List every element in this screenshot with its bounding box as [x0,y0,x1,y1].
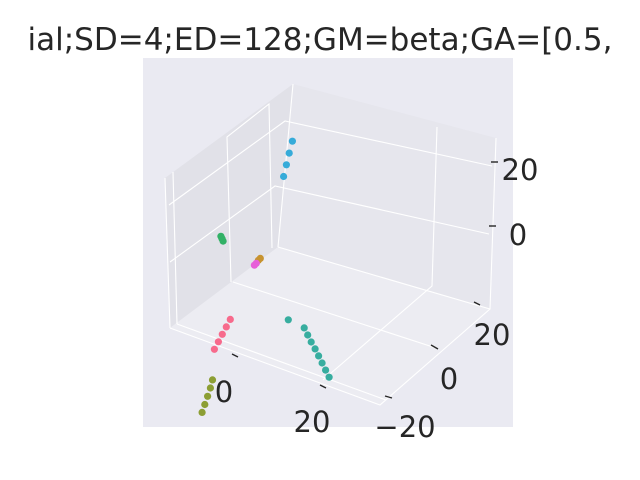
y-tick-mark [430,344,439,350]
grid-line [164,177,171,329]
scatter-point [284,316,292,324]
y-tick-label: −20 [374,410,435,444]
scatter-point [218,330,226,338]
grid-line [226,102,273,283]
grid-line [169,137,497,406]
x-tick-mark [319,384,327,389]
scatter-point [307,338,315,346]
grid-line [168,120,493,206]
scatter-point [206,384,214,392]
grid-line [176,323,387,401]
scatter-point [250,261,258,269]
z-tick-label: 0 [509,218,527,252]
scatter-point [204,392,212,400]
x-tick-label: 20 [294,405,331,439]
scatter-point [288,137,296,145]
x-tick-label: 0 [215,375,233,409]
grid-line [277,246,491,310]
scatter-point [280,172,288,181]
axis-ticks [231,161,498,399]
grid-line [172,171,178,325]
scatter-point [322,366,330,374]
scatter-point [282,161,290,169]
scatter-points [198,137,333,416]
scatter-point [210,345,218,353]
back-pane-right [278,84,496,309]
y-tick-label: 20 [474,318,511,352]
scatter-point [300,324,308,332]
y-tick-mark [384,395,393,399]
plot-area: 0 20 −20 0 20 20 0 [143,58,538,444]
scatter-point [311,345,319,353]
scatter-point [222,323,230,331]
x-tick-mark [231,353,239,358]
scatter-point [318,359,326,367]
grid-line [232,281,437,349]
scatter-point [325,373,333,381]
z-tick-label: 20 [502,153,539,187]
scatter-point [226,315,234,323]
scatter-point [198,408,206,416]
scatter-point [315,352,323,360]
scatter-point [217,232,225,240]
floor-pane [170,247,490,405]
scatter-point [285,149,293,157]
y-tick-label: 0 [440,362,458,396]
scatter-point [208,376,217,384]
chart-title: ial;SD=4;ED=128;GM=beta;GA=[0.5, [28,22,613,58]
scatter-point [201,400,209,409]
y-tick-mark [473,301,481,306]
scatter-point [214,338,222,346]
grid-line [169,185,490,263]
grid-line [322,126,438,381]
scatter-point [304,331,312,339]
